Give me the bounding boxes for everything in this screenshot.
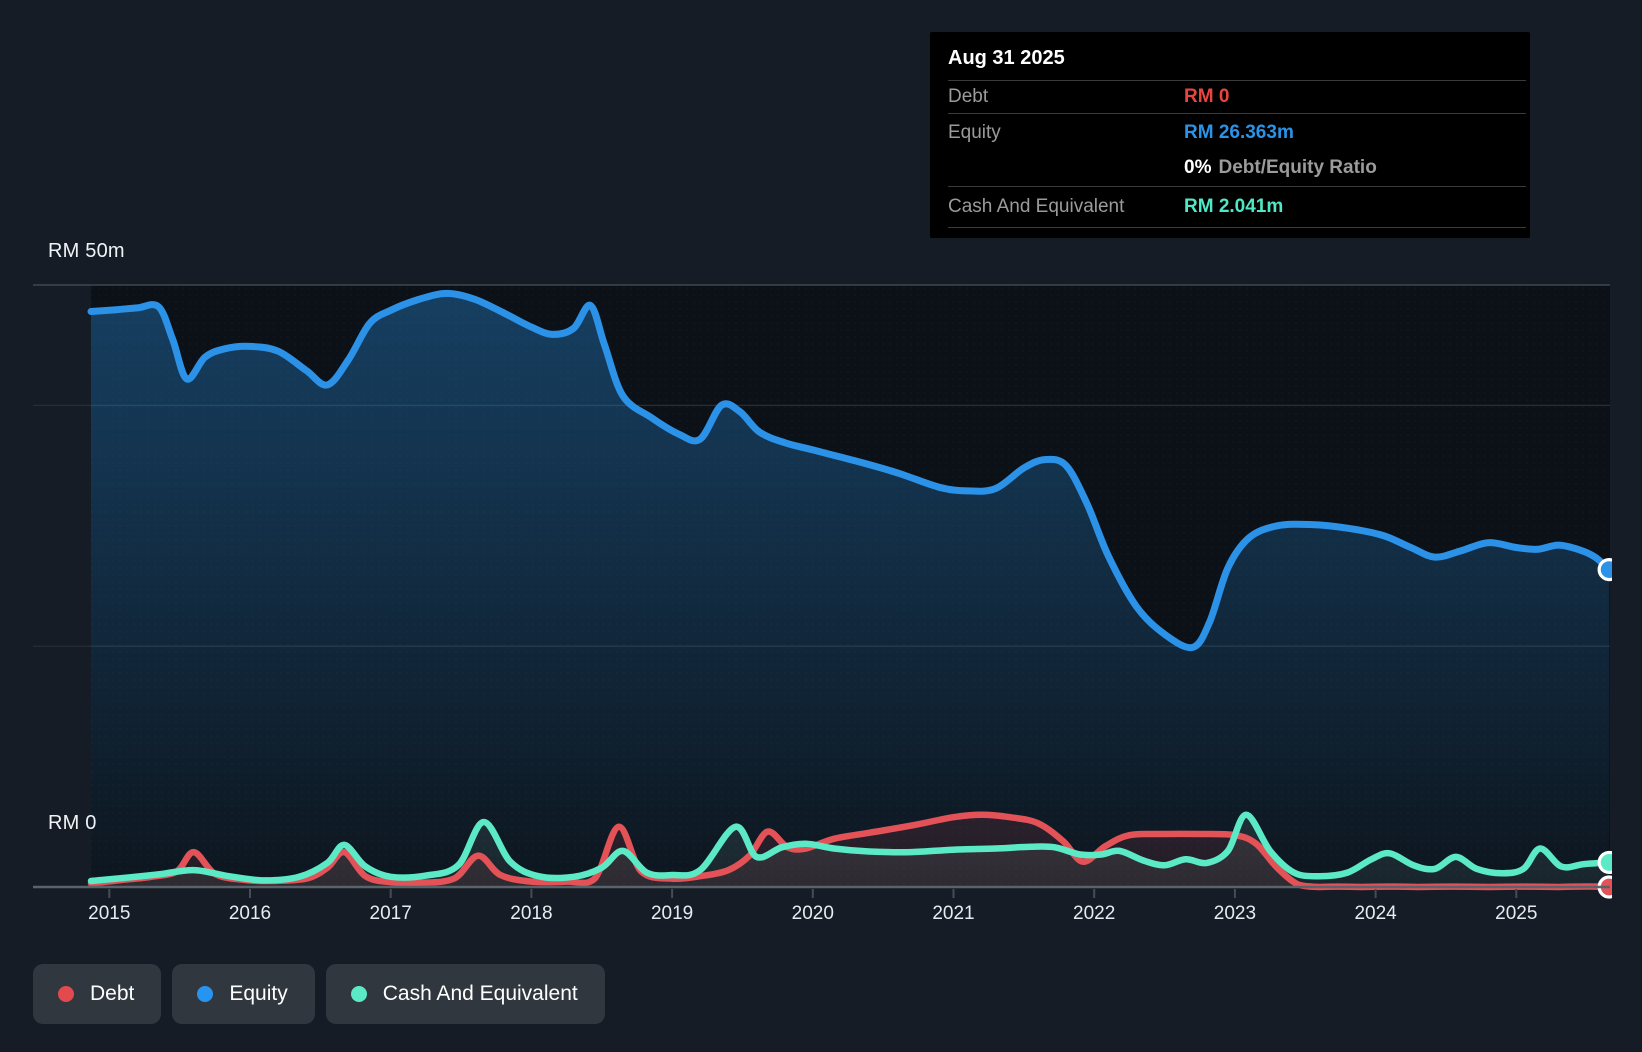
- chart-tooltip: Aug 31 2025 Debt RM 0 Equity RM 26.363m …: [930, 32, 1530, 238]
- x-axis-label-2015: 2015: [88, 903, 131, 924]
- legend-item-equity[interactable]: Equity: [172, 964, 315, 1024]
- x-axis-label-2023: 2023: [1213, 903, 1257, 924]
- tooltip-divider: [948, 113, 1526, 114]
- x-axis-label-2019: 2019: [650, 903, 694, 924]
- legend-label: Debt: [90, 982, 135, 1005]
- debt-line: [87, 811, 1612, 891]
- x-axis-label-2025: 2025: [1495, 903, 1538, 924]
- x-axis-label-2020: 2020: [791, 903, 834, 924]
- tooltip-row-equity: Equity RM 26.363m: [930, 114, 1530, 150]
- y-axis-label-0: RM 0: [48, 812, 97, 834]
- tooltip-date: Aug 31 2025: [948, 47, 1065, 69]
- legend-label: Cash And Equivalent: [382, 982, 578, 1005]
- legend-item-cash-and-equivalent[interactable]: Cash And Equivalent: [325, 964, 605, 1024]
- legend-label: Equity: [229, 982, 288, 1005]
- x-axis-label-2017: 2017: [369, 903, 412, 924]
- cash-line: [87, 811, 1612, 885]
- equity-area: [91, 293, 1610, 887]
- legend-item-debt[interactable]: Debt: [33, 964, 162, 1024]
- tooltip-ratio-label: Debt/Equity Ratio: [1218, 157, 1377, 178]
- x-axis-label-2024: 2024: [1354, 903, 1397, 924]
- tooltip-equity-label: Equity: [948, 122, 1001, 143]
- legend-dot-icon: [58, 986, 74, 1002]
- tooltip-equity-value: RM 26.363m: [1184, 122, 1294, 143]
- tooltip-divider: [948, 186, 1526, 187]
- tooltip-ratio-value: 0%: [1184, 157, 1212, 178]
- legend-dot-icon: [350, 986, 367, 1002]
- x-axis-label-2018: 2018: [510, 903, 553, 924]
- tooltip-cash-value: RM 2.041m: [1184, 196, 1284, 217]
- cash-endpoint-marker[interactable]: [1597, 850, 1619, 875]
- x-axis-label-2021: 2021: [932, 903, 975, 924]
- tooltip-divider: [948, 80, 1526, 81]
- x-axis-label-2016: 2016: [228, 903, 272, 924]
- x-axis-label-2022: 2022: [1073, 903, 1116, 924]
- chart-legend: Debt Equity Cash And Equivalent: [33, 964, 605, 1024]
- tooltip-row-ratio: 0% Debt/Equity Ratio: [930, 150, 1530, 186]
- tooltip-row-debt: Debt RM 0: [930, 81, 1530, 113]
- tooltip-cash-label: Cash And Equivalent: [948, 196, 1125, 217]
- equity-line: [87, 289, 1612, 652]
- equity-endpoint-marker[interactable]: [1597, 557, 1619, 582]
- legend-dot-icon: [197, 986, 214, 1002]
- tooltip-row-cash: Cash And Equivalent RM 2.041m: [930, 187, 1530, 227]
- y-axis-label-50m: RM 50m: [48, 240, 125, 262]
- tooltip-debt-label: Debt: [948, 86, 989, 107]
- tooltip-debt-value: RM 0: [1184, 86, 1230, 107]
- tooltip-divider: [948, 227, 1526, 228]
